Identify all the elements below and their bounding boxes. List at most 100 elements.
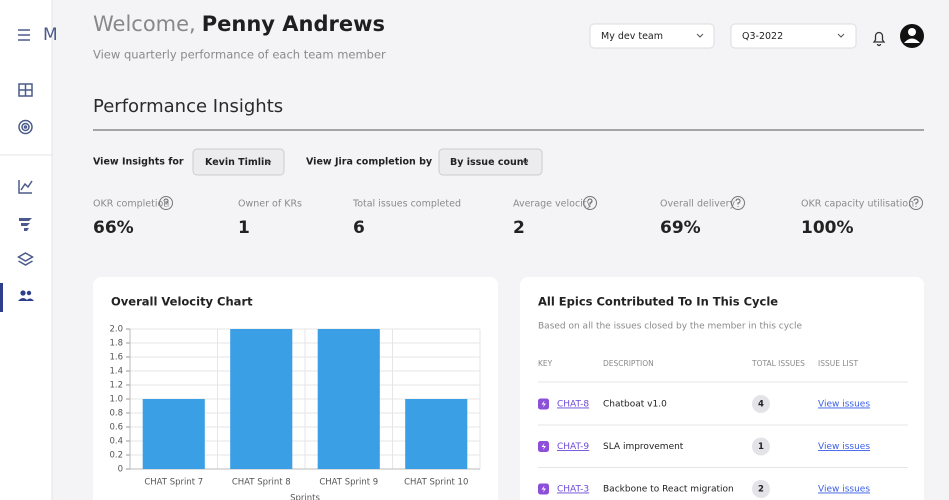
active-indicator: [0, 283, 3, 312]
y-tick-label: 0: [118, 465, 123, 475]
issue-count: 1: [758, 442, 764, 452]
column-header: DESCRIPTION: [603, 359, 654, 368]
help-glyph: [735, 198, 741, 207]
y-tick-label: 0.8: [109, 409, 123, 419]
greeting: Welcome, Penny Andrews: [93, 12, 385, 36]
metric-label: OKR capacity utilisation: [801, 199, 914, 210]
dropdown-caret: [837, 33, 845, 38]
epic-bolt: [541, 485, 546, 493]
team-dropdown-label: My dev team: [601, 31, 663, 42]
quarter-dropdown[interactable]: [730, 23, 857, 49]
help-icon[interactable]: [731, 196, 745, 210]
menu-icon[interactable]: [18, 29, 30, 41]
epic-key[interactable]: CHAT-8: [557, 400, 589, 410]
epic-bolt: [541, 443, 546, 450]
avatar-head: [908, 28, 916, 36]
metric-label: OKR completion: [93, 199, 169, 210]
column-header: KEY: [538, 359, 553, 368]
count-badge: [752, 480, 770, 498]
epic-key[interactable]: CHAT-3: [557, 485, 589, 495]
epic-description: Backbone to React migration: [603, 485, 734, 495]
help-glyph: [913, 198, 919, 207]
help-icon[interactable]: [583, 196, 597, 210]
metric-value: 69%: [660, 218, 701, 238]
insights-button-label: Kevin Timlin: [205, 157, 271, 168]
logo: M: [43, 25, 58, 45]
y-tick-label: 1.8: [109, 339, 123, 349]
help-glyph: [163, 198, 169, 207]
metric-value: 66%: [93, 218, 134, 238]
y-tick-label: 0.4: [109, 437, 123, 447]
epics-subtitle: Based on all the issues closed by the me…: [538, 322, 802, 332]
epics-title: All Epics Contributed To In This Cycle: [538, 295, 778, 309]
x-tick-label: CHAT Sprint 7: [144, 478, 203, 488]
metric-label: Average velocity: [513, 199, 593, 210]
user-name: Penny Andrews: [202, 12, 385, 36]
chart-title: Overall Velocity Chart: [111, 295, 253, 309]
team-dropdown[interactable]: [589, 23, 715, 49]
dropdown-caret: [696, 33, 704, 38]
issue-link[interactable]: View issues: [818, 400, 870, 410]
y-tick-label: 1.6: [109, 353, 123, 363]
epic-description: SLA improvement: [603, 442, 684, 452]
column-header: TOTAL ISSUES: [751, 359, 805, 368]
jira-icon[interactable]: [19, 218, 32, 231]
chart-icon[interactable]: [18, 180, 32, 194]
completion-button[interactable]: [438, 148, 543, 176]
chart-icon-line[interactable]: [20, 180, 33, 191]
y-tick-label: 1.2: [109, 381, 123, 391]
help-icon[interactable]: [909, 196, 923, 210]
y-tick-label: 2.0: [109, 325, 123, 335]
bar: [405, 399, 468, 469]
metric-label: Total issues completed: [352, 199, 461, 210]
completion-button-label: By issue count: [450, 157, 529, 168]
issue-count: 2: [758, 485, 764, 495]
y-tick-label: 1.0: [109, 395, 123, 405]
subtitle: View quarterly performance of each team …: [93, 48, 386, 62]
metrics: OKR completion 66% Owner of KRs 1 Total issu…: [93, 196, 923, 238]
x-tick-label: CHAT Sprint 8: [232, 478, 291, 488]
velocity-chart: 0 0.2 0.4 0.6 0.8 1.0 1.2 1.4 1.6 1.8 2.0 CHAT Spri…: [109, 325, 481, 500]
epic-key[interactable]: CHAT-9: [557, 442, 589, 452]
metric-value: 2: [513, 218, 525, 238]
dashboard-icon[interactable]: [18, 83, 33, 97]
x-axis-label: Sprints: [290, 494, 320, 500]
metric-value: 6: [353, 218, 365, 238]
help-icon[interactable]: [159, 196, 173, 210]
epic-description: Chatboat v1.0: [603, 400, 667, 410]
y-tick-label: 0.2: [109, 451, 123, 461]
filter-label: View Jira completion by: [306, 157, 433, 168]
issue-link[interactable]: View issues: [818, 485, 870, 495]
column-header: ISSUE LIST: [818, 359, 858, 368]
notification-icon[interactable]: [872, 31, 886, 47]
metric-label: Overall delivery: [660, 199, 735, 210]
epics-table: KEY DESCRIPTION TOTAL ISSUES ISSUE LIST CHAT…: [538, 359, 908, 498]
issue-link[interactable]: View issues: [818, 442, 870, 452]
y-tick-label: 0.6: [109, 423, 123, 433]
target-icon[interactable]: [18, 119, 33, 135]
section-title: Performance Insights: [93, 96, 283, 117]
y-tick-label: 1.4: [109, 367, 123, 377]
bar: [142, 399, 205, 469]
layers-icon[interactable]: [16, 252, 35, 266]
avatar-body: [904, 38, 920, 43]
metric-label: Owner of KRs: [238, 199, 302, 210]
bar: [317, 329, 380, 469]
metric-value: 100%: [801, 218, 854, 238]
epics-card: [520, 277, 924, 500]
x-tick-label: CHAT Sprint 10: [404, 478, 468, 488]
filter-label: View Insights for: [93, 157, 184, 168]
count-badge: [752, 437, 770, 456]
insights-button[interactable]: [192, 148, 285, 176]
team-icon[interactable]: [18, 290, 34, 301]
quarter-dropdown-label: Q3-2022: [742, 31, 783, 42]
help-glyph: [587, 198, 593, 207]
sidebar: [0, 0, 52, 500]
dropdown-caret: [265, 160, 272, 165]
greeting-word: Welcome,: [93, 12, 196, 36]
dropdown-caret: [522, 160, 529, 165]
epic-bolt: [541, 400, 546, 408]
x-tick-label: CHAT Sprint 9: [319, 478, 378, 488]
